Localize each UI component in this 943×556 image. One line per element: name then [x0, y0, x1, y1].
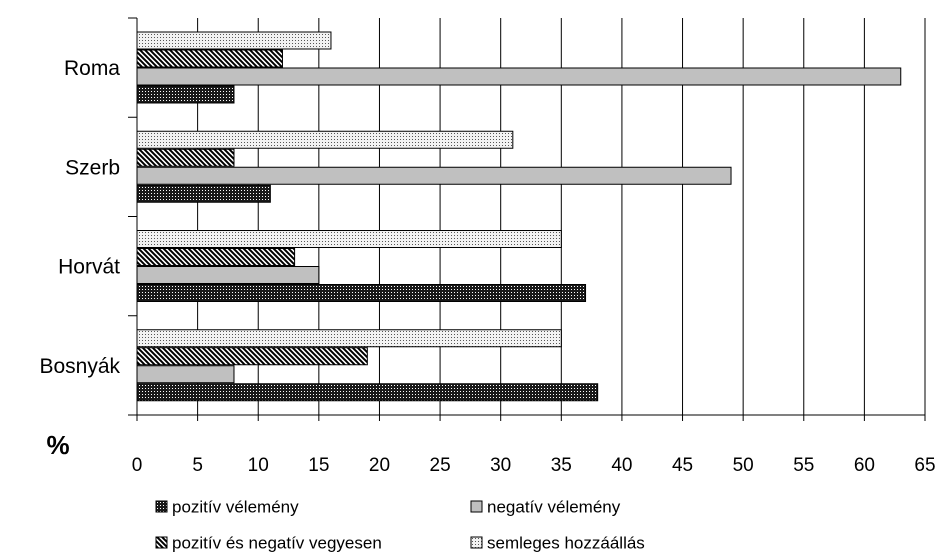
x-tick-label: 15	[308, 455, 329, 476]
bar	[136, 148, 235, 167]
bar	[136, 365, 235, 384]
x-tick-label: 55	[793, 455, 814, 476]
legend-swatch	[470, 500, 483, 513]
bar	[136, 248, 296, 266]
x-tick-label: 65	[914, 455, 935, 476]
bar	[136, 31, 332, 50]
x-tick-label: 20	[369, 455, 390, 476]
x-tick-label: 25	[430, 455, 451, 476]
x-tick-label: 10	[248, 455, 269, 476]
x-tick-label: 0	[132, 455, 143, 476]
x-tick-label: 35	[551, 455, 572, 476]
legend-swatch	[155, 536, 168, 549]
bar	[136, 266, 320, 284]
bar	[136, 347, 368, 366]
bar	[136, 284, 587, 302]
legend-label: negatív vélemény	[487, 497, 621, 516]
bar	[136, 184, 271, 203]
bar	[136, 85, 235, 104]
bar	[136, 166, 732, 185]
x-tick-label: 45	[672, 455, 693, 476]
bar	[136, 49, 283, 68]
x-axis-label: %	[46, 430, 69, 460]
legend-label: pozitív vélemény	[172, 497, 299, 516]
y-tick-label: Bosnyák	[39, 355, 120, 378]
legend-label: semleges hozzáállás	[487, 533, 645, 552]
bar	[136, 230, 562, 248]
legend-swatch	[470, 536, 483, 549]
y-tick-label: Szerb	[65, 156, 120, 179]
bar	[136, 130, 514, 149]
legend-label: pozitív és negatív vegyesen	[172, 533, 382, 552]
x-tick-label: 30	[490, 455, 511, 476]
bar	[136, 383, 599, 402]
x-tick-label: 60	[854, 455, 875, 476]
x-tick-label: 50	[733, 455, 754, 476]
x-tick-label: 5	[192, 455, 203, 476]
bar	[136, 329, 562, 348]
y-tick-label: Roma	[64, 57, 120, 80]
legend-swatch	[155, 500, 168, 513]
bar	[136, 67, 902, 86]
y-tick-label: Horvát	[58, 256, 120, 279]
x-tick-label: 40	[611, 455, 632, 476]
